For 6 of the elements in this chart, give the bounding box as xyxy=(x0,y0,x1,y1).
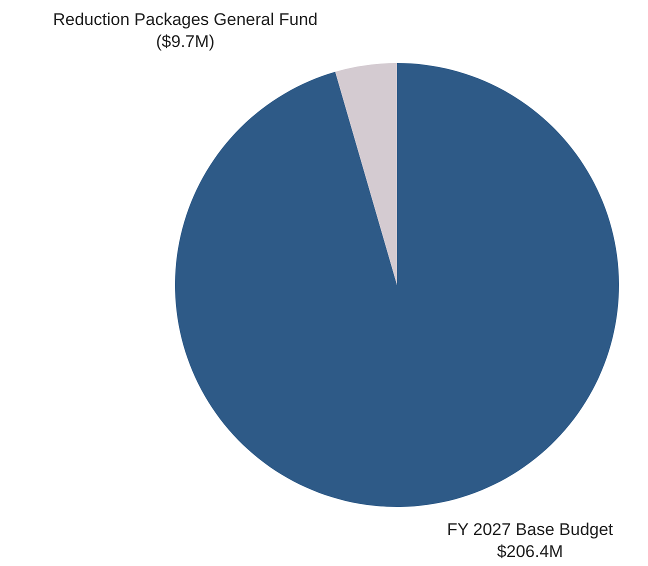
slice-label: FY 2027 Base Budget xyxy=(447,520,614,539)
slice-label: Reduction Packages General Fund xyxy=(53,10,318,29)
data-label: ($9.7M) xyxy=(156,32,215,52)
data-label: $206.4M xyxy=(496,542,564,562)
pie-slice xyxy=(335,63,397,285)
pie-slice xyxy=(175,63,619,507)
